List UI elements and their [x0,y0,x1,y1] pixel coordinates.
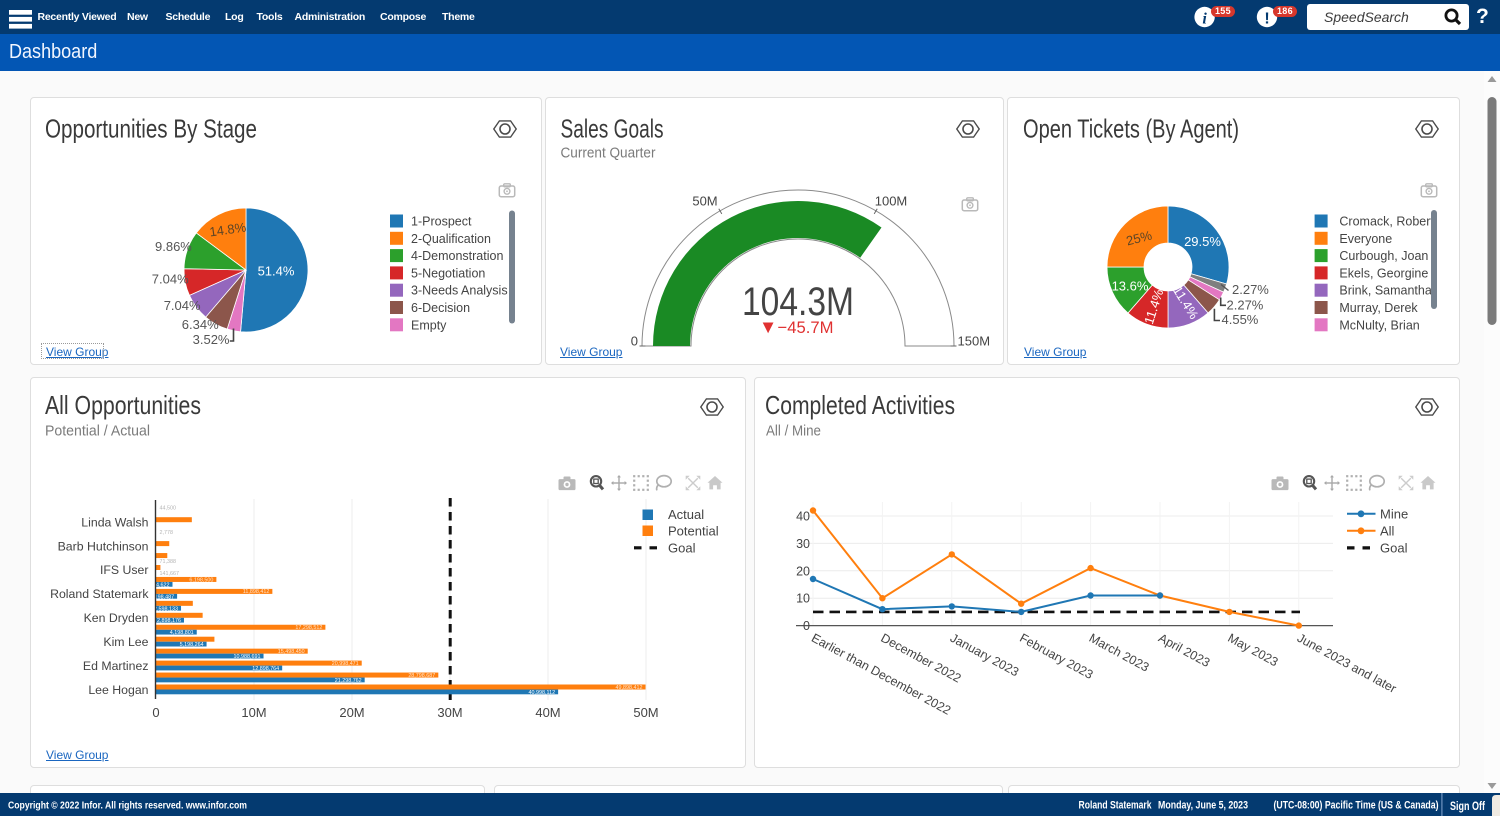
svg-text:Open Tickets (By Agent): Open Tickets (By Agent) [1023,114,1239,144]
svg-text:Completed Activities: Completed Activities [765,390,955,420]
svg-text:Lee Hogan: Lee Hogan [88,683,148,697]
svg-text:0: 0 [803,619,810,633]
svg-text:Mine: Mine [1380,506,1408,521]
svg-text:Roland Statemark: Roland Statemark [50,587,149,601]
svg-text:Goal: Goal [1380,540,1408,555]
svg-text:3.52%: 3.52% [193,332,230,347]
svg-text:5-Negotiation: 5-Negotiation [411,266,485,280]
svg-text:15,498,450: 15,498,450 [278,649,305,655]
svg-text:10M: 10M [241,705,266,720]
svg-text:7.04%: 7.04% [152,272,189,287]
svg-text:Actual: Actual [668,507,704,522]
svg-text:2,598,133: 2,598,133 [154,606,178,612]
svg-text:44,500: 44,500 [160,505,177,511]
svg-text:51.4%: 51.4% [258,264,295,279]
svg-text:30: 30 [796,537,810,551]
svg-text:2.27%: 2.27% [1227,298,1264,313]
svg-text:(UTC-08:00) Pacific Time (US &: (UTC-08:00) Pacific Time (US & Canada) [1274,800,1439,812]
svg-text:−45.7M: −45.7M [778,318,834,337]
svg-text:13.6%: 13.6% [1112,279,1149,294]
svg-text:March 2023: March 2023 [1087,631,1152,675]
svg-text:150M: 150M [958,334,991,349]
svg-text:7.04%: 7.04% [164,298,201,313]
svg-text:4,198,801: 4,198,801 [170,630,194,636]
svg-text:2,198,487: 2,198,487 [150,594,174,600]
svg-text:February 2023: February 2023 [1017,631,1095,682]
svg-text:Potential / Actual: Potential / Actual [45,423,150,440]
svg-text:1,794,622: 1,794,622 [146,582,170,588]
svg-text:Roland Statemark: Roland Statemark [1079,800,1153,812]
svg-text:McNulty, Brian: McNulty, Brian [1339,318,1419,332]
svg-text:IFS User: IFS User [100,563,149,577]
svg-text:Current Quarter: Current Quarter [561,145,656,162]
svg-text:14.8%: 14.8% [208,219,247,239]
svg-text:April 2023: April 2023 [1156,631,1212,670]
svg-text:Ed Martinez: Ed Martinez [83,659,149,673]
svg-text:All: All [1380,523,1395,538]
svg-text:9.86%: 9.86% [155,239,192,254]
svg-text:6.34%: 6.34% [182,317,219,332]
svg-text:All / Mine: All / Mine [766,423,821,440]
svg-text:Sign Off: Sign Off [1450,801,1485,813]
svg-text:21,298,762: 21,298,762 [335,678,362,684]
svg-text:2,778: 2,778 [160,530,174,536]
svg-text:12,898,764: 12,898,764 [252,666,279,672]
svg-text:0: 0 [152,705,159,720]
svg-text:104.3M: 104.3M [742,280,854,324]
svg-text:1-Prospect: 1-Prospect [411,215,472,229]
svg-text:June 2023 and later: June 2023 and later [1295,631,1399,696]
svg-text:!: ! [1264,11,1269,28]
svg-text:5,198,264: 5,198,264 [180,642,204,648]
svg-text:50M: 50M [633,705,658,720]
svg-text:Ken Dryden: Ken Dryden [84,611,149,625]
svg-text:49,898,412: 49,898,412 [616,685,643,691]
svg-text:40,998,112: 40,998,112 [529,690,556,696]
svg-text:20,998,471: 20,998,471 [332,661,359,667]
svg-text:4.55%: 4.55% [1222,312,1259,327]
svg-text:Curbough, Joan: Curbough, Joan [1339,249,1428,263]
svg-text:Monday, June 5, 2023: Monday, June 5, 2023 [1158,800,1248,812]
svg-text:30M: 30M [437,705,462,720]
svg-text:Ekels, Georgine: Ekels, Georgine [1339,266,1428,280]
svg-text:Sales Goals: Sales Goals [561,114,664,144]
svg-text:29.5%: 29.5% [1184,234,1221,249]
svg-text:141,667: 141,667 [160,571,180,577]
svg-text:2,898,176: 2,898,176 [157,618,181,624]
svg-text:20: 20 [796,564,810,578]
svg-text:0: 0 [631,334,638,349]
svg-text:Opportunities By Stage: Opportunities By Stage [45,114,257,144]
svg-text:6,198,500: 6,198,500 [189,577,213,583]
svg-text:Barb Hutchinson: Barb Hutchinson [58,539,149,553]
svg-text:Empty: Empty [411,318,447,332]
svg-text:Copyright © 2022 Infor. All ri: Copyright © 2022 Infor. All rights reser… [8,800,247,812]
svg-text:11,898,412: 11,898,412 [243,589,270,595]
svg-text:Linda Walsh: Linda Walsh [81,516,148,530]
svg-text:Goal: Goal [668,540,696,555]
svg-text:May 2023: May 2023 [1225,631,1280,670]
svg-text:20M: 20M [339,705,364,720]
svg-text:Cromack, Robert: Cromack, Robert [1339,215,1434,229]
svg-text:3-Needs Analysis: 3-Needs Analysis [411,284,508,298]
svg-text:40: 40 [796,510,810,524]
svg-text:2-Qualification: 2-Qualification [411,232,491,246]
svg-text:2.27%: 2.27% [1232,282,1269,297]
svg-text:50M: 50M [692,194,717,209]
svg-text:17,298,512: 17,298,512 [295,625,322,631]
svg-text:4-Demonstration: 4-Demonstration [411,249,503,263]
svg-text:100M: 100M [875,194,908,209]
svg-text:71,388: 71,388 [160,559,177,565]
svg-text:Potential: Potential [668,523,719,538]
svg-text:6-Decision: 6-Decision [411,301,470,315]
svg-text:40M: 40M [535,705,560,720]
svg-text:Brink, Samantha: Brink, Samantha [1339,284,1431,298]
svg-text:i: i [1202,11,1207,28]
svg-text:Kim Lee: Kim Lee [103,635,148,649]
svg-text:28,798,687: 28,798,687 [408,673,435,679]
svg-text:10,988,691: 10,988,691 [234,654,261,660]
svg-text:Murray, Derek: Murray, Derek [1339,301,1418,315]
svg-text:Everyone: Everyone [1339,232,1392,246]
svg-text:All Opportunities: All Opportunities [45,390,201,420]
svg-text:25%: 25% [1125,227,1154,248]
svg-text:10: 10 [796,592,810,606]
